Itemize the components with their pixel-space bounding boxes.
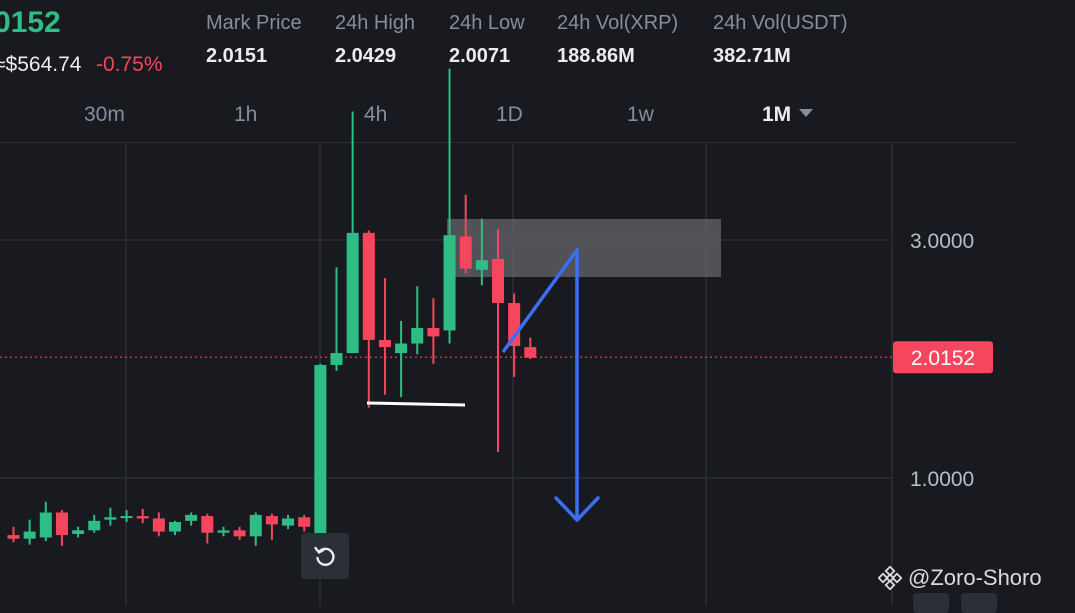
reset-chart-button[interactable]	[301, 533, 349, 579]
candle-body	[427, 328, 440, 337]
candle-body	[185, 514, 198, 521]
watermark: @Zoro-Shoro	[878, 565, 1042, 591]
watermark-text: @Zoro-Shoro	[908, 565, 1042, 590]
projection-arrow-line	[501, 248, 579, 518]
stat-24h-high: 24h High 2.0429	[335, 12, 415, 68]
candle-body	[169, 522, 181, 532]
y-tick-label: 3.0000	[910, 230, 974, 253]
candle-body	[443, 235, 456, 331]
stat-value: 382.71M	[713, 45, 791, 67]
candle-body	[282, 518, 295, 526]
candle-body	[249, 514, 262, 537]
candle-body	[120, 516, 133, 519]
arrow-head-icon	[554, 496, 600, 522]
stat-label: 24h Vol(USDT)	[713, 12, 848, 34]
exchange-logo-icon	[878, 566, 902, 590]
candle-body	[524, 347, 537, 358]
reset-icon	[314, 546, 335, 566]
supply-zone	[447, 219, 721, 277]
stat-label: 24h Vol(XRP)	[557, 12, 679, 34]
stat-24h-vol-usdt: 24h Vol(USDT) 382.71M	[713, 12, 848, 68]
tab-30m[interactable]: 30m	[84, 103, 125, 126]
candle-body	[39, 512, 52, 538]
stat-mark-price: Mark Price 2.0151	[206, 12, 302, 68]
stat-label: 24h Low	[449, 12, 525, 34]
candle-body	[201, 516, 214, 533]
current-price-badge	[893, 341, 993, 374]
stat-label: 24h High	[335, 12, 416, 34]
candle-body	[55, 512, 68, 536]
stat-value: 2.0151	[206, 45, 268, 67]
stat-value: 188.86M	[557, 45, 635, 67]
candle-body	[23, 531, 36, 539]
candle-body	[346, 232, 359, 354]
candle-body	[378, 339, 391, 348]
candle-body	[136, 516, 149, 519]
candle-body	[492, 259, 504, 304]
support-line	[366, 401, 466, 407]
candle-body	[152, 518, 165, 532]
candle-body	[411, 328, 424, 344]
header-divider	[0, 142, 1018, 143]
stat-value: 2.0429	[335, 45, 397, 67]
ticker-header: 0152 ≈$564.74 -0.75% Mark Price 2.0151 2…	[0, 0, 1075, 92]
candle-body	[104, 517, 117, 520]
candle-body	[233, 530, 246, 537]
candle-body	[330, 353, 343, 365]
chevron-down-icon	[799, 109, 814, 118]
candle-body	[459, 236, 472, 269]
current-price-label: 2.0152	[911, 347, 975, 370]
candle-body	[72, 530, 85, 534]
tab-1w[interactable]: 1w	[627, 103, 654, 126]
fiat-price: ≈$564.74	[0, 53, 82, 76]
tab-1h[interactable]: 1h	[234, 103, 258, 126]
candle-body	[314, 364, 327, 534]
y-tick-label: 1.0000	[910, 468, 974, 491]
tab-4h[interactable]: 4h	[364, 103, 388, 126]
stat-24h-vol-xrp: 24h Vol(XRP) 188.86M	[557, 12, 678, 68]
candle-body	[298, 517, 311, 527]
candle-body	[475, 260, 488, 270]
tab-1m[interactable]: 1M	[762, 103, 814, 127]
tab-1m-label: 1M	[762, 103, 792, 126]
last-price: 0152	[0, 6, 61, 39]
zoom-in-button[interactable]	[961, 593, 997, 613]
price-change-percent: -0.75%	[96, 53, 163, 76]
stat-label: Mark Price	[206, 12, 302, 34]
candle-body	[217, 530, 230, 533]
candle-body	[7, 535, 20, 539]
stat-24h-low: 24h Low 2.0071	[449, 12, 525, 68]
interval-tabs: 30m 1h 4h 1D 1w 1M	[0, 95, 1020, 139]
tab-1d[interactable]: 1D	[496, 103, 523, 126]
candle-body	[88, 520, 101, 531]
candle-body	[362, 232, 375, 340]
zoom-out-button[interactable]	[913, 593, 949, 613]
candle-body	[265, 516, 278, 525]
stat-value: 2.0071	[449, 45, 511, 67]
candle-body	[395, 343, 408, 354]
